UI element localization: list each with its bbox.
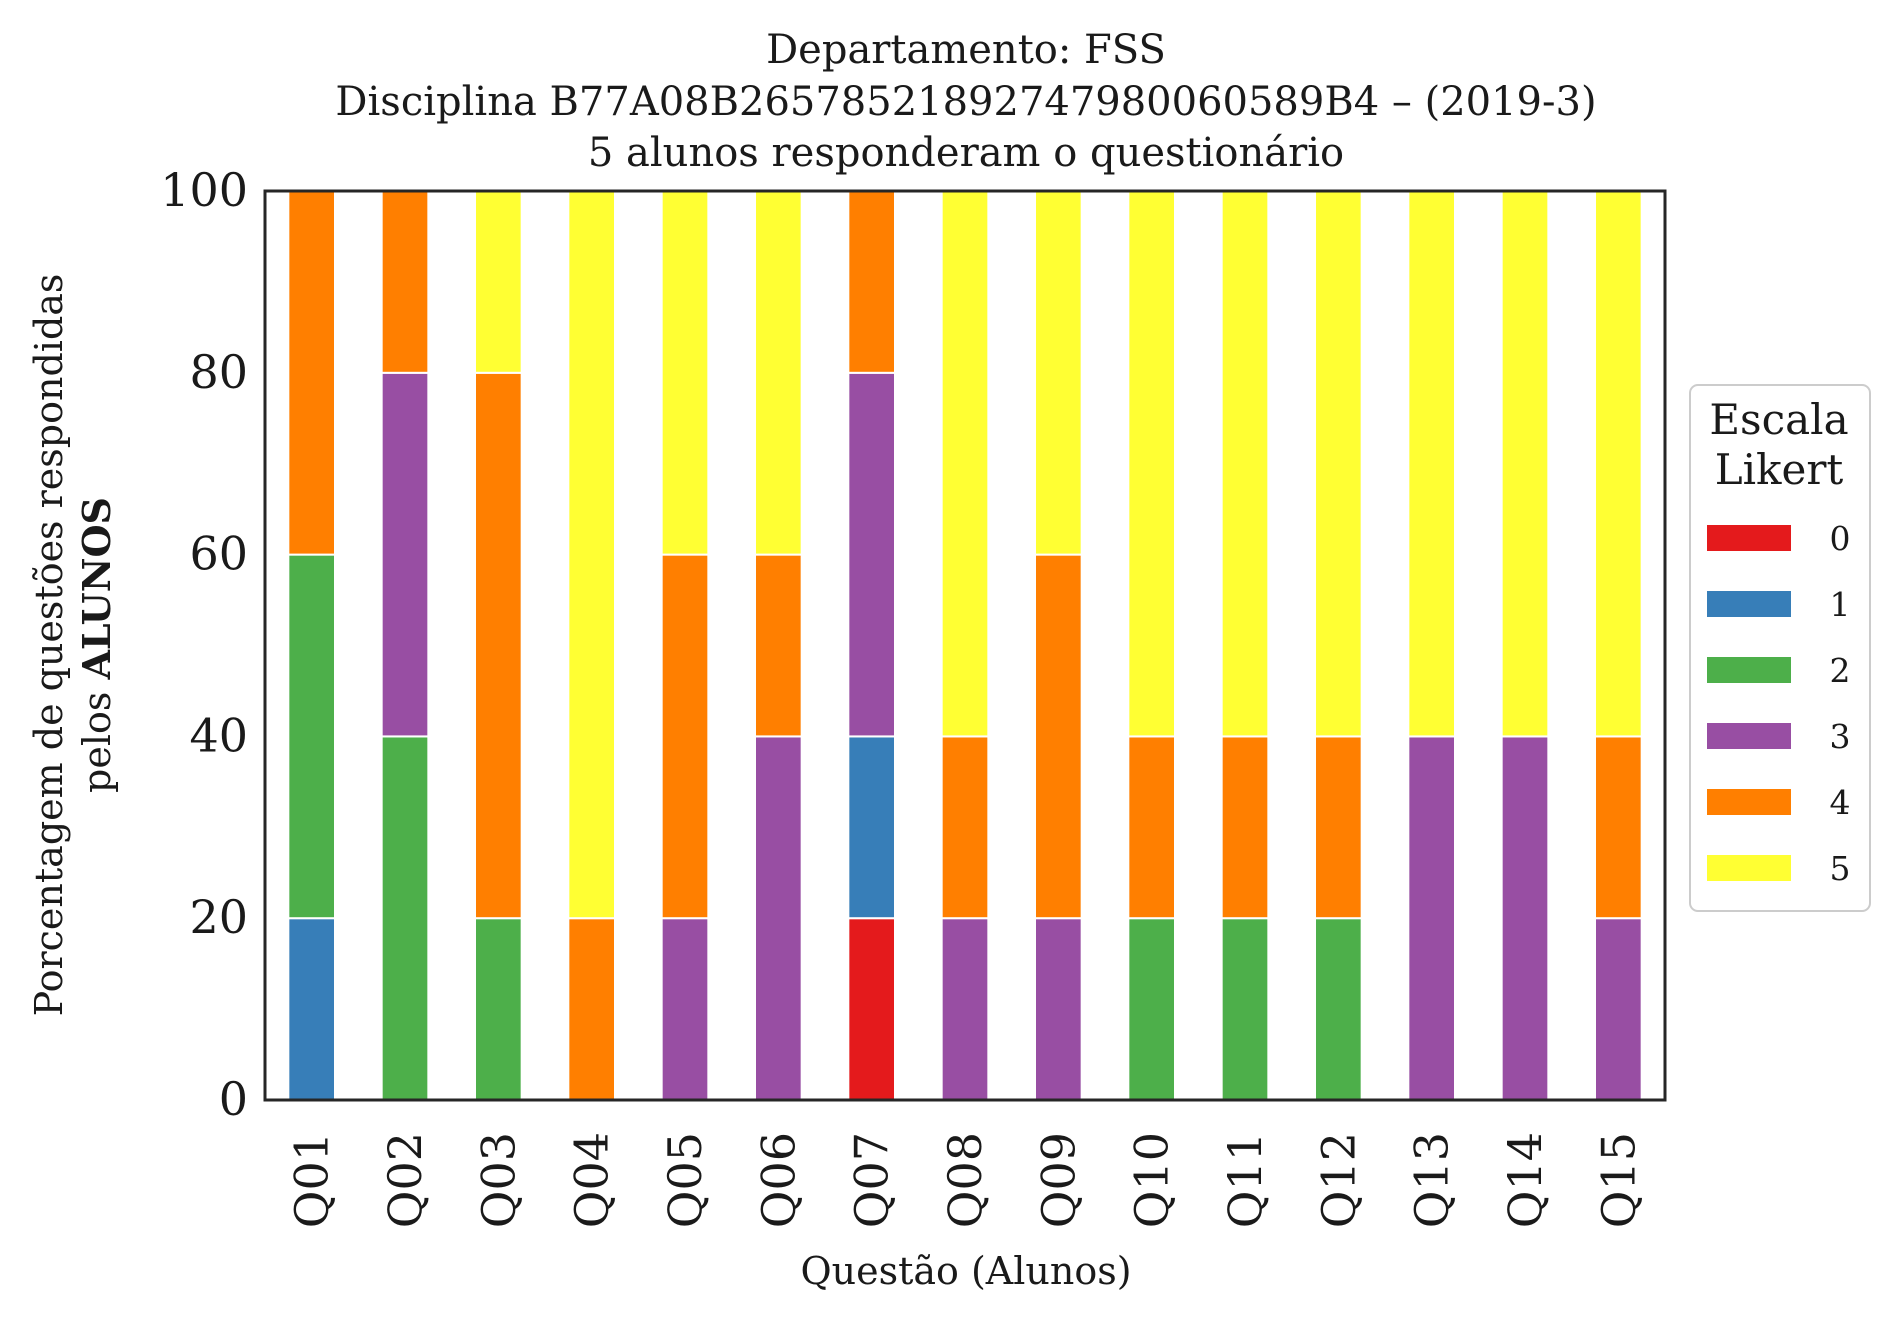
bar-Q01-likert-4 [287, 190, 337, 556]
bar-Q13-likert-3 [1407, 735, 1457, 1102]
bar-Q10-likert-4 [1127, 735, 1177, 920]
bar-Q03-likert-5 [474, 190, 523, 374]
bar-Q11-likert-2 [1220, 917, 1270, 1102]
bar-Q08-likert-4 [940, 735, 990, 920]
x-tick-label: Q01 [285, 1132, 339, 1228]
bar-Q05-likert-4 [660, 553, 710, 920]
bar-Q15-likert-5 [1594, 190, 1643, 738]
bar-Q06-likert-4 [754, 553, 803, 738]
bar-Q10-likert-5 [1127, 190, 1177, 738]
x-axis-label: Questão (Alunos) [800, 1249, 1131, 1293]
bar-Q12-likert-2 [1314, 917, 1363, 1102]
bar-Q08-likert-5 [940, 190, 990, 738]
bar-Q06-likert-5 [754, 190, 803, 556]
legend-swatch-2 [1707, 657, 1791, 683]
x-tick-label: Q04 [565, 1132, 619, 1228]
bar-Q07-likert-1 [847, 735, 896, 920]
legend-items: 0 1 2 3 4 5 [1707, 519, 1851, 888]
y-axis-label: Porcentagem de questões respondidas pelo… [27, 274, 119, 1017]
legend-swatch-3 [1707, 723, 1791, 749]
legend-swatch-5 [1707, 855, 1791, 881]
bar-Q11-likert-5 [1220, 190, 1270, 738]
legend-label-2: 2 [1830, 651, 1851, 690]
plot-frame [263, 189, 1667, 1102]
legend: Escala Likert 0 1 2 3 4 5 [1689, 384, 1871, 912]
legend-label-4: 4 [1830, 783, 1851, 822]
bar-Q14-likert-5 [1500, 190, 1550, 738]
bar-Q05-likert-3 [660, 917, 710, 1102]
bar-Q15-likert-4 [1594, 735, 1643, 920]
y-axis-label-bold: ALUNOS [74, 497, 119, 681]
bar-Q04-likert-5 [567, 190, 616, 920]
legend-box [1689, 384, 1871, 912]
legend-swatch-4 [1707, 789, 1791, 815]
legend-swatch-1 [1707, 591, 1791, 617]
bar-Q12-likert-5 [1314, 190, 1363, 738]
bar-Q01-likert-2 [287, 553, 337, 920]
y-tick-label: 0 [219, 1072, 248, 1126]
bar-Q14-likert-3 [1500, 735, 1550, 1102]
legend-label-1: 1 [1830, 585, 1851, 624]
bar-Q09-likert-4 [1034, 553, 1083, 920]
bar-Q02-likert-4 [380, 190, 430, 374]
x-tick-label: Q06 [751, 1132, 805, 1228]
y-tick-label: 40 [189, 708, 248, 762]
bar-Q01-likert-1 [287, 917, 337, 1102]
x-tick-label: Q07 [845, 1132, 899, 1228]
bar-Q07-likert-0 [847, 917, 896, 1102]
bar-stacks [287, 190, 1643, 1102]
x-tick-label: Q02 [378, 1132, 432, 1228]
y-axis-label-line-1: Porcentagem de questões respondidas [27, 274, 71, 1017]
legend-label-5: 5 [1830, 849, 1851, 888]
legend-label-3: 3 [1830, 717, 1851, 756]
y-tick-label: 20 [189, 890, 248, 944]
title-line-1: Departamento: FSS [766, 27, 1166, 73]
bar-Q08-likert-3 [940, 917, 990, 1102]
bar-Q15-likert-3 [1594, 917, 1643, 1102]
x-tick-label: Q11 [1218, 1132, 1272, 1228]
bar-Q04-likert-4 [567, 917, 616, 1102]
x-axis-ticks: Q01 Q02 Q03 Q04 Q05 Q06 Q07 Q08 Q09 Q10 Q11 Q12 Q13 Q… [285, 1132, 1646, 1228]
y-tick-label: 80 [189, 345, 248, 399]
x-tick-label: Q12 [1311, 1132, 1365, 1228]
x-tick-label: Q14 [1498, 1132, 1552, 1228]
bar-Q09-likert-5 [1034, 190, 1083, 556]
y-axis-ticks: 0 20 40 60 80 100 [160, 163, 248, 1126]
x-tick-label: Q05 [658, 1132, 712, 1228]
bar-Q10-likert-2 [1127, 917, 1177, 1102]
x-tick-label: Q13 [1405, 1132, 1459, 1228]
title-line-3: 5 alunos responderam o questionário [588, 130, 1344, 176]
chart-title: Departamento: FSS Disciplina B77A08B2657… [335, 27, 1596, 176]
legend-label-0: 0 [1830, 519, 1851, 558]
y-tick-label: 60 [189, 527, 248, 581]
bar-Q07-likert-3 [847, 371, 896, 738]
x-tick-label: Q10 [1125, 1132, 1179, 1228]
legend-swatch-0 [1707, 525, 1791, 551]
bar-Q09-likert-3 [1034, 917, 1083, 1102]
bar-Q11-likert-4 [1220, 735, 1270, 920]
bar-Q03-likert-4 [474, 371, 523, 920]
bar-Q12-likert-4 [1314, 735, 1363, 920]
bar-Q02-likert-2 [380, 735, 430, 1102]
y-axis-label-prefix: pelos [75, 680, 119, 793]
y-tick-label: 100 [160, 163, 248, 217]
x-tick-label: Q15 [1591, 1132, 1645, 1228]
bar-Q03-likert-2 [474, 917, 523, 1102]
bar-Q06-likert-3 [754, 735, 803, 1102]
bar-Q13-likert-5 [1407, 190, 1457, 738]
x-tick-label: Q09 [1031, 1132, 1085, 1228]
bar-Q07-likert-4 [847, 190, 896, 374]
legend-title-line-1: Escala [1709, 395, 1848, 444]
x-tick-label: Q03 [471, 1132, 525, 1228]
bar-Q02-likert-3 [380, 371, 430, 738]
x-tick-label: Q08 [938, 1132, 992, 1228]
y-axis-label-line-2: pelos ALUNOS [74, 497, 119, 793]
bar-Q05-likert-5 [660, 190, 710, 556]
legend-title-line-2: Likert [1715, 445, 1844, 494]
title-line-2: Disciplina B77A08B2657852189274798006058… [335, 79, 1596, 125]
